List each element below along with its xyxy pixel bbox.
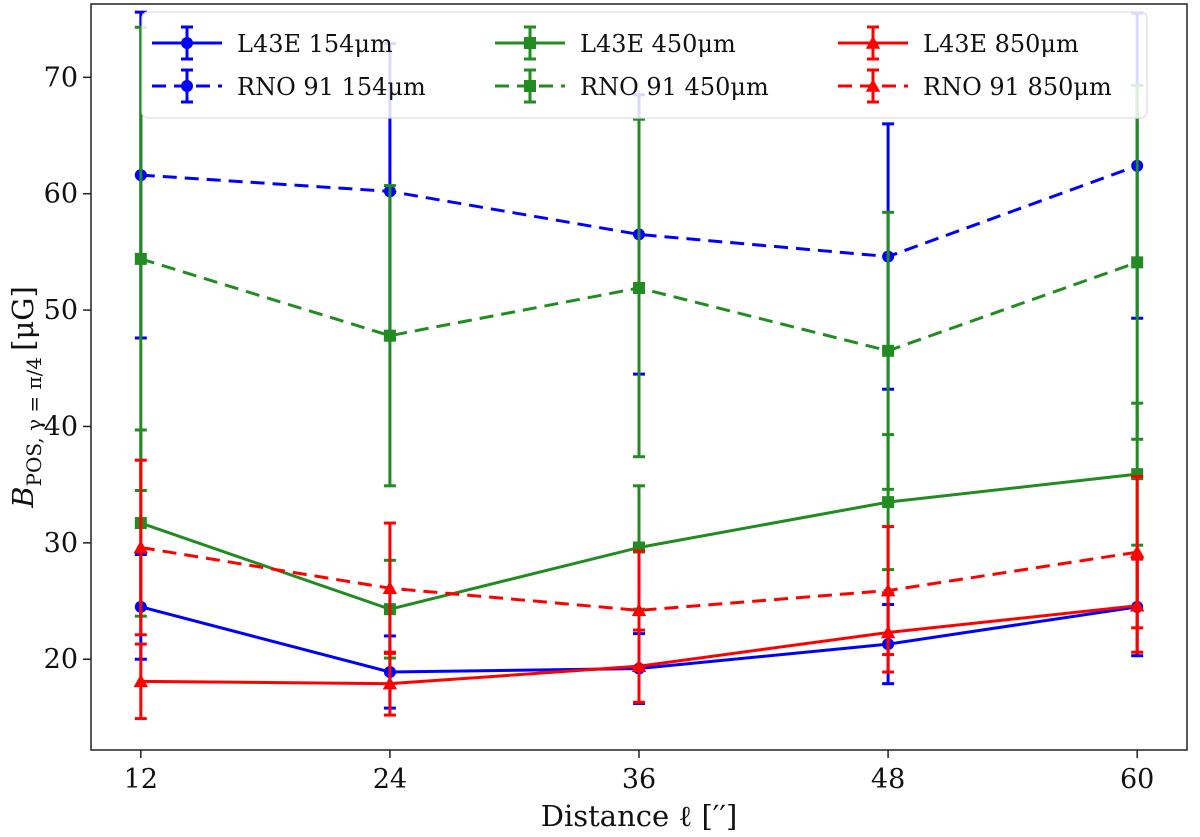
- data-point: [880, 583, 896, 597]
- legend-item: L43E 850μm: [838, 25, 1079, 61]
- data-point: [1131, 256, 1144, 269]
- data-point: [382, 676, 398, 690]
- legend-item: RNO 91 450μm: [495, 68, 769, 104]
- legend-item: RNO 91 154μm: [152, 68, 426, 104]
- x-tick-label: 24: [373, 764, 407, 795]
- legend-item: L43E 154μm: [152, 25, 393, 61]
- data-point: [633, 281, 645, 294]
- y-axis-label-main: B: [6, 486, 40, 508]
- x-tick-label: 48: [871, 764, 905, 795]
- y-tick-label: 30: [44, 528, 78, 559]
- data-point: [134, 252, 147, 265]
- y-tick-label: 70: [44, 62, 78, 93]
- legend-marker: [865, 78, 881, 92]
- x-tick-label: 12: [124, 764, 158, 795]
- legend-label: L43E 154μm: [237, 30, 393, 58]
- x-tick-label: 36: [622, 764, 656, 795]
- legend-marker: [181, 80, 193, 92]
- x-tick-label: 60: [1120, 764, 1154, 795]
- data-point: [133, 540, 149, 554]
- legend-marker: [181, 37, 193, 49]
- legend: L43E 154μm L43E 450μm L43E 850μm RNO 91 154…: [141, 11, 1148, 119]
- data-point: [631, 603, 647, 617]
- data-point: [1129, 544, 1145, 558]
- data-point: [882, 344, 895, 357]
- legend-marker: [524, 37, 536, 49]
- data-point: [133, 674, 149, 688]
- y-tick-label: 60: [44, 179, 78, 210]
- y-tick-label: 50: [44, 295, 78, 326]
- series-line: [140, 546, 1138, 612]
- legend-label: L43E 850μm: [923, 30, 1079, 58]
- data-point: [383, 329, 396, 342]
- y-axis-label: BPOS, γ = π/4 [μG]: [6, 286, 46, 509]
- legend-item: RNO 91 850μm: [838, 68, 1112, 104]
- y-tick-label: 20: [44, 644, 78, 675]
- legend-label: RNO 91 450μm: [580, 73, 769, 101]
- data-point: [382, 581, 398, 594]
- legend-box: [141, 11, 1148, 119]
- data-point: [882, 496, 895, 509]
- y-tick-label: 40: [44, 411, 78, 442]
- series-layer: [133, 10, 1145, 721]
- legend-label: RNO 91 850μm: [923, 73, 1112, 101]
- legend-marker: [524, 80, 536, 92]
- x-axis-label: Distance ℓ [′′]: [541, 799, 738, 833]
- y-axis-label-sub: POS, γ = π/4: [22, 357, 46, 487]
- series-line: [140, 164, 1138, 259]
- y-axis-label-unit: [μG]: [6, 286, 40, 351]
- legend-item: L43E 450μm: [495, 25, 736, 61]
- series-5: [133, 458, 1145, 672]
- axes-layer: 12 24 36 48 60 20 30 40 50 60 70 Distance ℓ [′′] BPO…: [6, 62, 1154, 833]
- legend-label: RNO 91 154μm: [237, 73, 426, 101]
- legend-label: L43E 450μm: [580, 30, 736, 58]
- legend-marker: [865, 35, 881, 49]
